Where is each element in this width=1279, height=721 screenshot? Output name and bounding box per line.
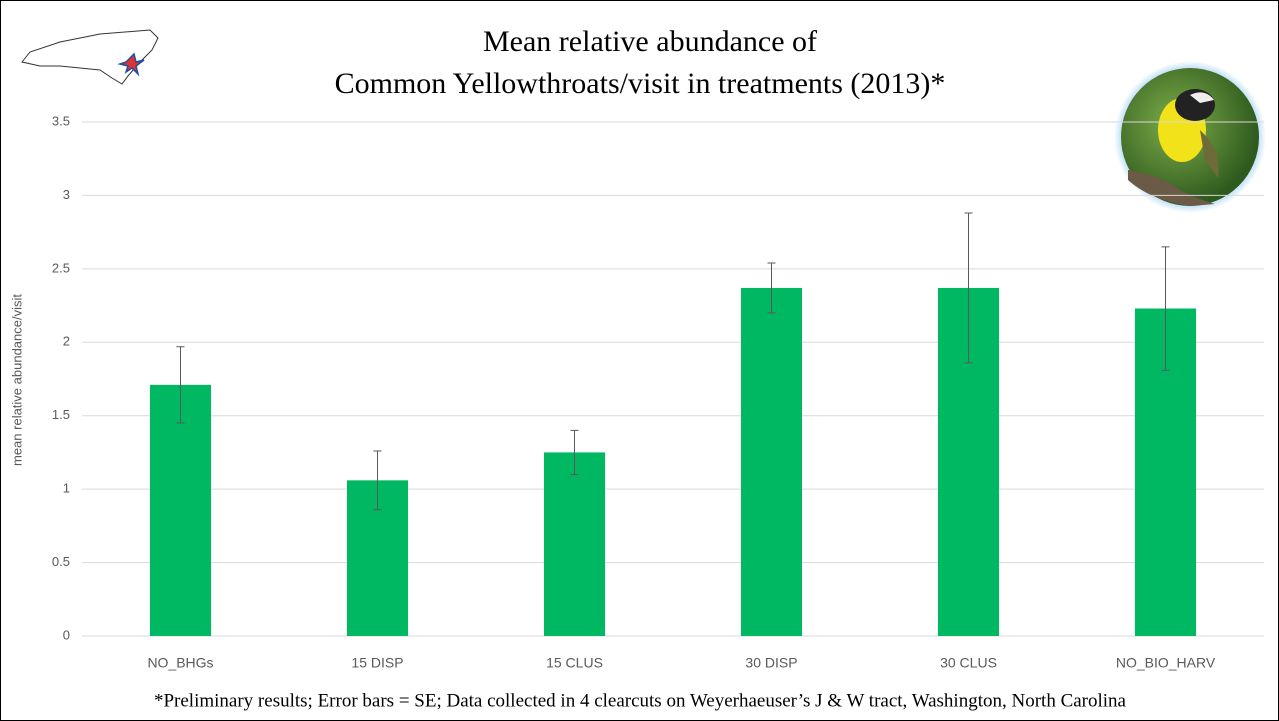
chart-title: Mean relative abundance of — [483, 25, 817, 58]
bar — [149, 384, 212, 636]
x-tick-label: 30 CLUS — [940, 655, 997, 671]
bar — [740, 287, 803, 636]
chart-title: Common Yellowthroats/visit in treatments… — [335, 67, 946, 100]
y-tick-label: 2 — [63, 334, 70, 349]
error-bar — [964, 212, 973, 364]
y-tick-label: 1 — [63, 481, 70, 496]
x-tick-label: 15 CLUS — [546, 655, 603, 671]
error-bar — [570, 429, 579, 475]
bird-photo — [1114, 61, 1266, 213]
x-tick-label: 15 DISP — [351, 655, 403, 671]
y-tick-label: 3 — [63, 187, 70, 202]
y-tick-label: 2.5 — [52, 260, 70, 275]
y-tick-label: 1.5 — [52, 407, 70, 422]
y-tick-label: 3.5 — [52, 113, 70, 128]
x-tick-label: NO_BHGs — [147, 655, 213, 671]
x-tick-label: NO_BIO_HARV — [1116, 655, 1216, 671]
bar — [543, 452, 606, 636]
x-tick-label: 30 DISP — [745, 655, 797, 671]
error-bar — [373, 450, 382, 511]
footnote: *Preliminary results; Error bars = SE; D… — [154, 690, 1127, 711]
error-bar — [767, 262, 776, 314]
y-axis-label: mean relative abundance/visit — [9, 294, 24, 466]
map-icon — [21, 29, 159, 85]
y-tick-label: 0 — [63, 627, 70, 642]
y-tick-label: 0.5 — [52, 554, 70, 569]
error-bar — [176, 346, 185, 424]
error-bar — [1161, 246, 1170, 371]
